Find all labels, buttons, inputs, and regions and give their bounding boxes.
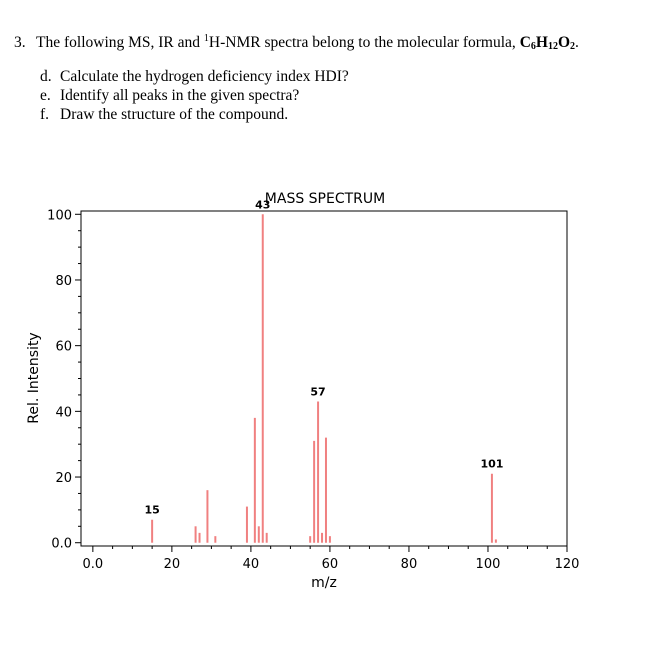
question-end: .	[575, 34, 579, 51]
formula-c: C	[519, 34, 531, 51]
question-block: 3. The following MS, IR and 1H-NMR spectr…	[14, 33, 664, 124]
sub-question-letter: d.	[40, 68, 52, 85]
sub-question-letter: e.	[40, 87, 51, 104]
peak-bars	[151, 214, 497, 543]
question-text-after: H-NMR spectra belong to the molecular fo…	[208, 34, 520, 51]
sub-question-text: Identify all peaks in the given spectra?	[60, 87, 300, 104]
x-tick-label: 60	[322, 557, 339, 572]
peak-label: 15	[144, 504, 159, 517]
sub-question-d: d. Calculate the hydrogen deficiency inde…	[40, 67, 664, 86]
x-tick-label: 0.0	[83, 557, 104, 572]
x-tick-label: 20	[164, 557, 181, 572]
peak-label: 43	[255, 198, 270, 211]
x-axis-ticks: 0.0 20 40 60 80 100 120	[83, 546, 580, 572]
sub-question-text: Draw the structure of the compound.	[60, 106, 289, 123]
mass-spectrum-chart: MASS SPECTRUM 15 43 57 101 0.0 20 40 60 80 100 12…	[26, 191, 580, 591]
molecular-formula: C6H12O2	[519, 34, 576, 52]
y-axis-label: Rel. Intensity	[26, 332, 42, 423]
formula-c-count: 6	[530, 41, 536, 52]
x-axis-label: m/z	[311, 575, 337, 591]
x-tick-label: 40	[243, 557, 260, 572]
question-text-before: The following MS, IR and	[36, 34, 204, 51]
formula-o: O	[557, 34, 571, 51]
formula-o-count: 2	[570, 41, 576, 52]
peak-label: 101	[480, 458, 503, 471]
y-tick-label: 60	[55, 340, 72, 355]
x-tick-label: 120	[555, 557, 580, 572]
superscript-one: 1	[203, 33, 209, 44]
sub-question-e: e. Identify all peaks in the given spectr…	[40, 86, 664, 105]
y-axis-ticks: 0.0 20 40 60 80 100	[47, 208, 81, 552]
plot-frame	[80, 210, 568, 547]
chart-title: MASS SPECTRUM	[265, 191, 385, 207]
formula-h-count: 12	[547, 41, 558, 52]
peak-labels: 15 43 57 101	[144, 198, 503, 516]
question-number: 3.	[14, 34, 26, 51]
y-tick-label: 100	[47, 208, 72, 223]
y-tick-label: 80	[55, 274, 72, 289]
sub-question-f: f. Draw the structure of the compound.	[40, 105, 664, 124]
y-tick-label: 40	[55, 405, 72, 420]
question-stem: 3. The following MS, IR and 1H-NMR spectr…	[14, 33, 664, 52]
y-tick-label: 0.0	[51, 537, 72, 552]
peak-label: 57	[310, 385, 325, 398]
x-tick-label: 80	[401, 557, 418, 572]
sub-question-letter: f.	[40, 106, 50, 123]
sub-question-text: Calculate the hydrogen deficiency index …	[60, 68, 349, 85]
formula-h: H	[535, 34, 548, 51]
x-tick-label: 100	[476, 557, 501, 572]
y-tick-label: 20	[55, 471, 72, 486]
